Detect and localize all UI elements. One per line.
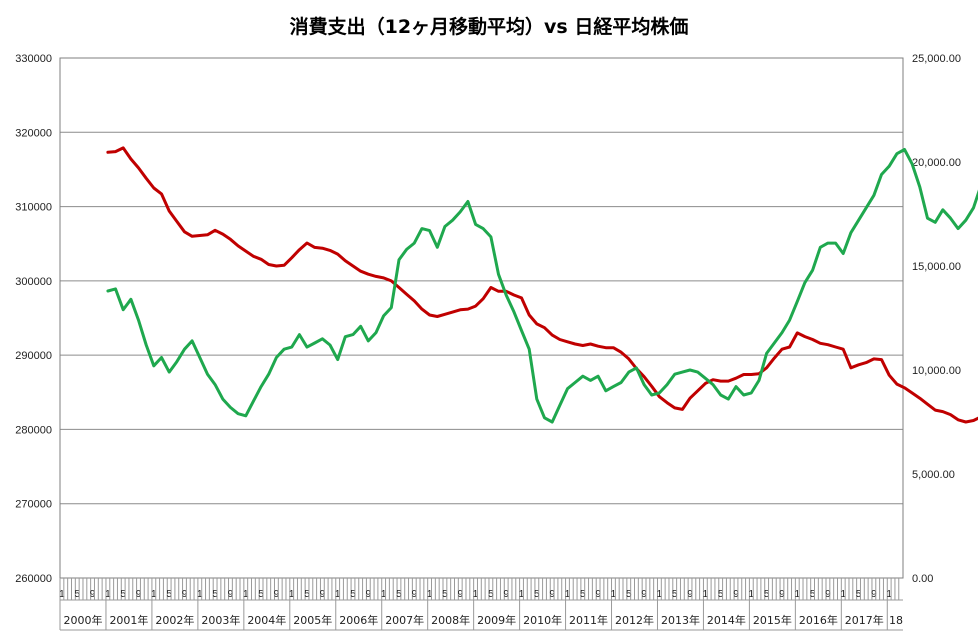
month-label: 1 [243, 589, 249, 600]
year-label: 2012年 [615, 613, 654, 627]
month-label: 5 [672, 589, 678, 600]
month-label: 1 [151, 589, 157, 600]
year-label: 2011年 [569, 613, 608, 627]
year-label: 2000年 [63, 613, 102, 627]
month-label: 5 [166, 589, 172, 600]
year-label: 2005年 [293, 613, 332, 627]
month-label: 5 [212, 589, 218, 600]
year-label: 2003年 [201, 613, 240, 627]
year-label: 18 [889, 614, 903, 627]
right-tick-label: 15,000.00 [912, 261, 961, 273]
left-tick-label: 260000 [15, 573, 52, 585]
left-tick-label: 280000 [15, 424, 52, 436]
month-label: 1 [565, 589, 571, 600]
month-label: 5 [74, 589, 80, 600]
left-tick-label: 320000 [15, 127, 52, 139]
month-label: 5 [810, 589, 816, 600]
month-label: 9 [503, 589, 509, 600]
month-label: 1 [427, 589, 433, 600]
year-label: 2017年 [845, 613, 884, 627]
month-label: 1 [519, 589, 525, 600]
year-label: 2015年 [753, 613, 792, 627]
month-label: 5 [718, 589, 724, 600]
year-label: 2006年 [339, 613, 378, 627]
series-line-2 [106, 148, 978, 424]
year-label: 2001年 [109, 613, 148, 627]
month-label: 1 [611, 589, 617, 600]
month-label: 9 [825, 589, 831, 600]
month-label: 1 [749, 589, 755, 600]
year-label: 2002年 [155, 613, 194, 627]
month-label: 5 [580, 589, 586, 600]
month-label: 1 [335, 589, 341, 600]
month-label: 9 [366, 589, 372, 600]
month-label: 1 [657, 589, 663, 600]
month-label: 9 [687, 589, 693, 600]
month-label: 1 [886, 589, 892, 600]
month-label: 9 [595, 589, 601, 600]
series-layer [106, 146, 978, 424]
month-label: 1 [473, 589, 479, 600]
year-label: 2004年 [247, 613, 286, 627]
month-label: 9 [871, 589, 877, 600]
year-label: 2014年 [707, 613, 746, 627]
month-label: 9 [641, 589, 647, 600]
month-label: 5 [350, 589, 356, 600]
month-label: 1 [105, 589, 111, 600]
month-label: 5 [856, 589, 862, 600]
month-label: 1 [840, 589, 846, 600]
month-label: 5 [396, 589, 402, 600]
month-label: 5 [304, 589, 310, 600]
series-line-1 [106, 146, 978, 424]
left-tick-label: 270000 [15, 499, 52, 511]
year-label: 2007年 [385, 613, 424, 627]
month-label: 5 [258, 589, 264, 600]
year-label: 2009年 [477, 613, 516, 627]
month-label: 5 [626, 589, 632, 600]
month-label: 9 [90, 589, 96, 600]
month-label: 9 [733, 589, 739, 600]
month-label: 5 [764, 589, 770, 600]
right-tick-label: 10,000.00 [912, 365, 961, 377]
year-label: 2010年 [523, 613, 562, 627]
year-label: 2016年 [799, 613, 838, 627]
left-axis: 260000 270000 280000 290000 300000 310000 3200… [15, 53, 52, 585]
month-label: 1 [59, 589, 65, 600]
month-label: 1 [794, 589, 800, 600]
right-axis: 0.00 5,000.00 10,000.00 15,000.00 20,000.00 2… [912, 53, 961, 585]
month-label: 9 [411, 589, 417, 600]
right-tick-label: 5,000.00 [912, 469, 955, 481]
month-label: 5 [120, 589, 126, 600]
month-label: 1 [197, 589, 203, 600]
left-tick-label: 310000 [15, 202, 52, 214]
month-label: 5 [488, 589, 494, 600]
chart-title: 消費支出（12ヶ月移動平均）vs 日経平均株価 [290, 15, 689, 38]
right-tick-label: 20,000.00 [912, 157, 961, 169]
month-label: 9 [779, 589, 785, 600]
month-label: 9 [182, 589, 188, 600]
month-label: 5 [534, 589, 540, 600]
month-label: 1 [381, 589, 387, 600]
month-label: 5 [442, 589, 448, 600]
month-label: 9 [274, 589, 280, 600]
month-label: 9 [320, 589, 326, 600]
month-label: 1 [289, 589, 295, 600]
right-tick-label: 25,000.00 [912, 53, 961, 65]
month-label: 9 [457, 589, 463, 600]
right-tick-label: 0.00 [912, 573, 933, 585]
left-tick-label: 330000 [15, 53, 52, 65]
month-label: 9 [549, 589, 555, 600]
left-tick-label: 290000 [15, 350, 52, 362]
month-label: 1 [703, 589, 709, 600]
month-label: 9 [228, 589, 234, 600]
month-label: 9 [136, 589, 142, 600]
left-tick-label: 300000 [15, 276, 52, 288]
year-label: 2013年 [661, 613, 700, 627]
year-label: 2008年 [431, 613, 470, 627]
